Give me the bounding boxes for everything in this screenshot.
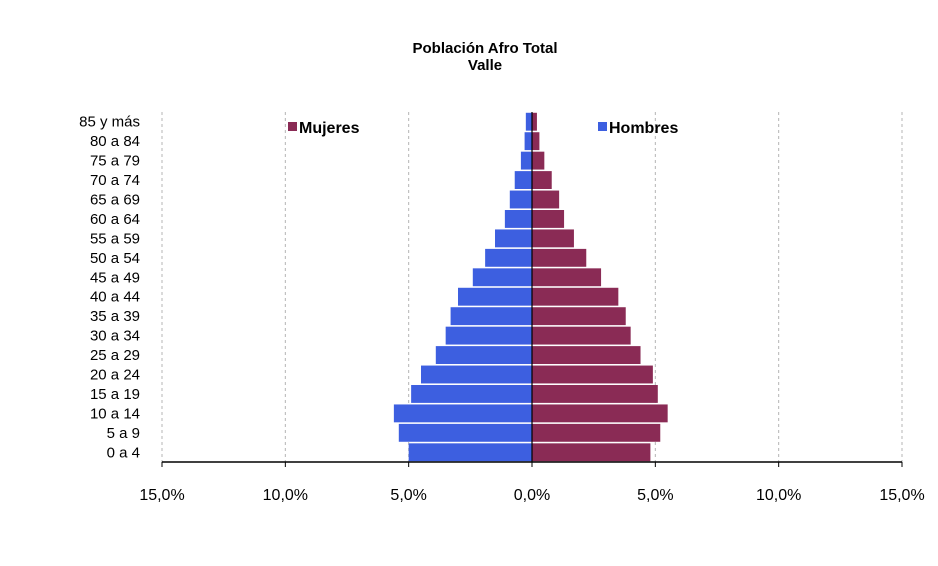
bar-mujeres-12 <box>532 210 565 228</box>
bar-mujeres-6 <box>532 326 631 345</box>
bar-mujeres-15 <box>532 151 545 170</box>
chart-subtitle: Valle <box>468 57 502 74</box>
bar-hombres-14 <box>514 171 532 189</box>
bar-mujeres-4 <box>532 365 653 384</box>
bar-hombres-0 <box>408 443 532 462</box>
bar-mujeres-1 <box>532 423 661 442</box>
x-tick-label-3: 0,0% <box>514 487 550 504</box>
bar-hombres-6 <box>445 326 532 345</box>
bar-hombres-16 <box>524 132 532 151</box>
category-label-6: 30 a 34 <box>90 328 140 345</box>
x-tick-label-0: 15,0% <box>139 487 184 504</box>
bar-hombres-1 <box>398 423 532 442</box>
bar-hombres-17 <box>525 112 532 131</box>
category-label-2: 10 a 14 <box>90 405 140 422</box>
x-axis: 15,0% 10,0% 5,0% 0,0% 5,0% 10,0% 15,0% <box>139 461 925 504</box>
category-label-14: 70 a 74 <box>90 172 140 189</box>
category-labels: 0 a 4 5 a 9 10 a 14 15 a 19 20 a 24 25 a 29 30… <box>79 114 140 462</box>
category-label-10: 50 a 54 <box>90 250 140 267</box>
grid-lines <box>161 112 903 462</box>
bar-hombres-10 <box>485 248 532 267</box>
bar-hombres-7 <box>450 307 532 326</box>
bar-mujeres-16 <box>532 132 540 151</box>
category-label-5: 25 a 29 <box>90 347 140 364</box>
bar-hombres-5 <box>435 346 532 364</box>
legend-label-hombres: Hombres <box>609 120 678 137</box>
bar-hombres-11 <box>495 229 532 248</box>
bar-mujeres-3 <box>532 385 658 403</box>
bar-mujeres-0 <box>532 443 651 462</box>
x-tick-label-5: 10,0% <box>756 487 801 504</box>
category-label-3: 15 a 19 <box>90 386 140 403</box>
category-label-12: 60 a 64 <box>90 211 140 228</box>
category-label-7: 35 a 39 <box>90 308 140 325</box>
x-tick-label-2: 5,0% <box>390 487 426 504</box>
x-tick-label-4: 5,0% <box>637 487 673 504</box>
category-label-15: 75 a 79 <box>90 153 140 170</box>
bar-mujeres-7 <box>532 307 626 326</box>
bar-mujeres-2 <box>532 404 668 423</box>
legend: Mujeres Hombres <box>288 120 678 137</box>
bar-mujeres-9 <box>532 268 602 287</box>
x-tick-label-1: 10,0% <box>263 487 308 504</box>
bar-hombres-4 <box>421 365 532 384</box>
category-label-17: 85 y más <box>79 114 140 131</box>
bar-mujeres-10 <box>532 248 587 267</box>
legend-label-mujeres: Mujeres <box>299 120 360 137</box>
bar-hombres-12 <box>504 210 532 228</box>
category-label-4: 20 a 24 <box>90 367 140 384</box>
bar-hombres-9 <box>472 268 532 287</box>
category-label-16: 80 a 84 <box>90 133 140 150</box>
bar-hombres-3 <box>411 385 532 403</box>
chart-title: Población Afro Total <box>413 40 558 57</box>
x-tick-label-6: 15,0% <box>879 487 924 504</box>
bar-mujeres-17 <box>532 112 537 131</box>
bar-mujeres-11 <box>532 229 574 248</box>
category-label-11: 55 a 59 <box>90 230 140 247</box>
bar-hombres-8 <box>458 287 532 306</box>
bar-hombres-13 <box>509 190 532 209</box>
bar-mujeres-14 <box>532 171 552 189</box>
category-label-1: 5 a 9 <box>107 425 140 442</box>
bars-group <box>393 112 668 462</box>
bar-mujeres-13 <box>532 190 560 209</box>
bar-hombres-15 <box>520 151 532 170</box>
category-label-8: 40 a 44 <box>90 289 140 306</box>
legend-swatch-hombres <box>598 122 607 131</box>
category-label-0: 0 a 4 <box>107 444 140 461</box>
bar-hombres-2 <box>393 404 532 423</box>
legend-swatch-mujeres <box>288 122 297 131</box>
bar-mujeres-5 <box>532 346 641 364</box>
bar-mujeres-8 <box>532 287 619 306</box>
category-label-13: 65 a 69 <box>90 192 140 209</box>
category-label-9: 45 a 49 <box>90 269 140 286</box>
